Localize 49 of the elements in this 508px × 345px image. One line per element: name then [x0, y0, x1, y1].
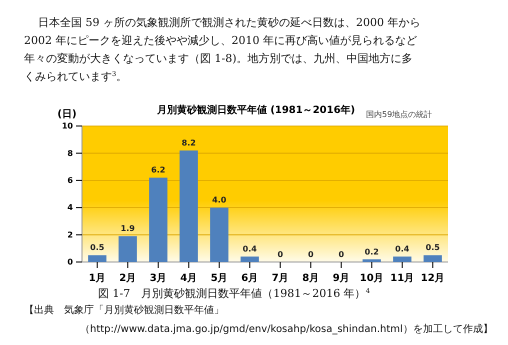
data-label: 0.5	[426, 243, 440, 252]
x-tick-label: 3月	[150, 273, 167, 284]
y-tick-label: 4	[67, 203, 74, 212]
text: くみられています$^{3}$。	[24, 70, 128, 83]
bar	[362, 259, 381, 262]
data-label: 8.2	[182, 138, 196, 148]
bar	[149, 178, 168, 262]
x-tick-label: 1月	[88, 273, 106, 284]
y-tick-label: 0	[67, 258, 74, 267]
x-tick-label: 10月	[360, 273, 384, 284]
x-tick-label: 2月	[119, 273, 136, 284]
data-label: 0	[277, 250, 284, 259]
data-label: 0.5	[90, 243, 105, 252]
bar	[88, 255, 106, 262]
chart-title: 月別黄砂観測日数平年値 (1981～2016年)	[156, 104, 356, 116]
text: 年々の変動が大きくなっています（図 1-8)。地方別では、九州、中国地方に多	[24, 52, 413, 65]
text: 2002 年にピークを迎えた後やや減少し、2010 年に再び高い値が見られるなど	[24, 34, 417, 47]
bar	[118, 236, 137, 262]
x-tick-label: 12月	[420, 273, 445, 284]
x-tick-label: 8月	[302, 273, 320, 284]
bar	[393, 256, 412, 262]
x-tick-label: 7月	[272, 273, 289, 284]
x-tick-label: 6月	[241, 273, 258, 284]
text: 【出典 気象庁「月別黄砂観測日数平年値」	[24, 304, 224, 316]
y-tick-label: 6	[67, 176, 74, 185]
caption: 図 1-7 月別黄砂観測日数平年値（1981～2016 年）$^{4}$	[98, 287, 370, 300]
data-label: 1.9	[120, 224, 136, 234]
text: 日本全国 59 ヶ所の気象観測所で観測された黄砂の延べ日数は、2000 年から	[38, 16, 420, 29]
y-tick-label: 8	[67, 148, 74, 158]
x-tick-label: 5月	[210, 273, 228, 284]
x-tick-label: 11月	[390, 273, 414, 284]
bar	[210, 208, 228, 262]
data-label: 0	[308, 250, 314, 259]
data-label: 0.2	[364, 247, 379, 256]
x-tick-label: 9月	[332, 273, 350, 284]
y-tick-label: 10	[62, 122, 74, 131]
bar	[424, 255, 442, 262]
y-axis-title: (日)	[57, 109, 77, 120]
bar	[180, 150, 198, 262]
data-label: 6.2	[151, 166, 166, 175]
text: （http://www.data.jma.go.jp/gmd/env/kosahp/kosa_shindan.html）を加工して作成】	[80, 323, 493, 335]
data-label: 0.4	[242, 244, 258, 254]
text: 国内59地点の統計	[366, 110, 432, 119]
data-label: 0	[338, 250, 344, 259]
data-label: 4.0	[212, 196, 227, 205]
bar	[240, 256, 259, 262]
data-label: 0.4	[395, 244, 410, 254]
y-tick-label: 2	[67, 230, 73, 240]
x-tick-label: 4月	[180, 273, 198, 284]
